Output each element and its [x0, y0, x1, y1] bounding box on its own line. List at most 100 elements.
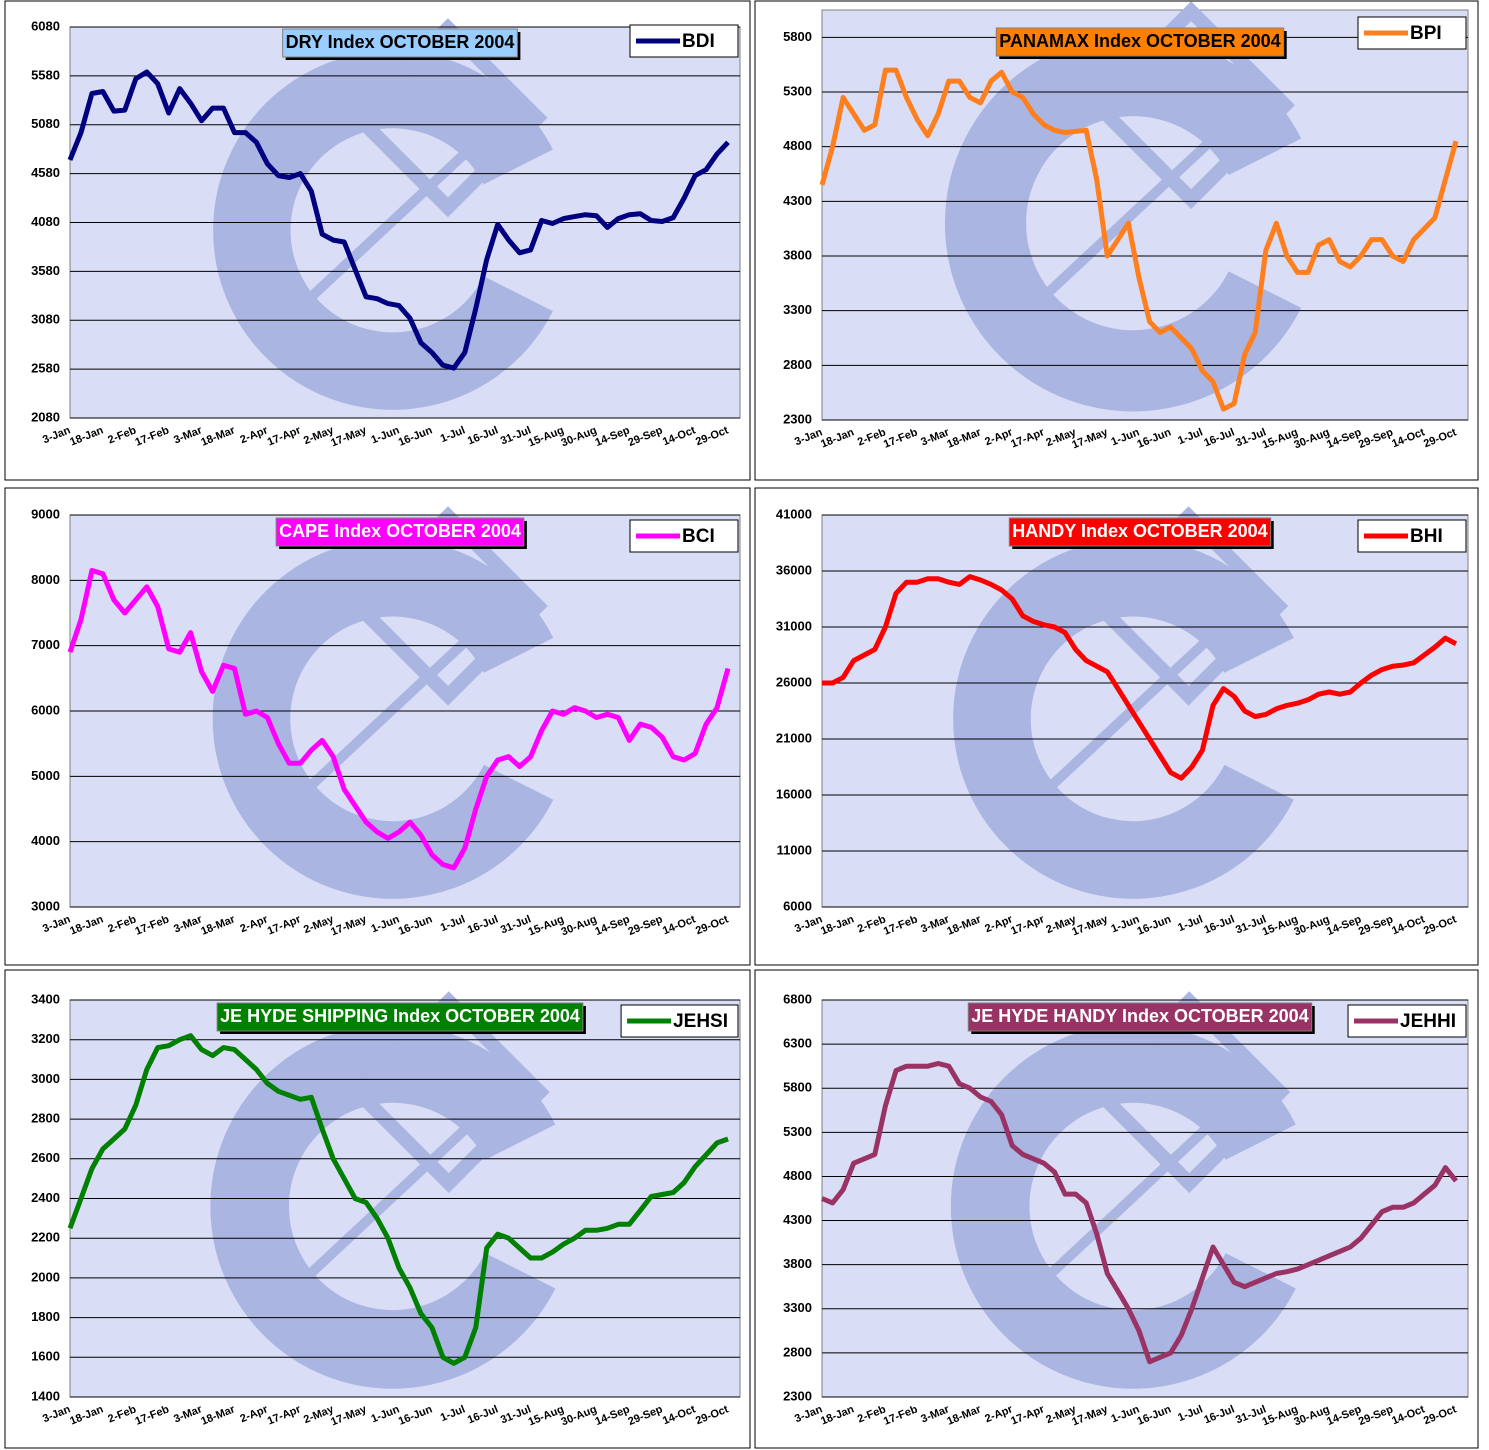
legend-label: JEHSI: [673, 1011, 728, 1032]
y-tick-label: 4080: [31, 214, 60, 229]
y-tick-label: 2300: [783, 1388, 812, 1403]
y-tick-label: 2400: [31, 1190, 60, 1205]
y-tick-label: 11000: [777, 842, 812, 857]
y-tick-label: 2800: [31, 1111, 60, 1126]
watermark: [1088, 506, 1289, 706]
y-tick-label: 26000: [776, 674, 812, 689]
chart-title: HANDY Index OCTOBER 2004: [1012, 521, 1267, 541]
y-tick-label: 5000: [31, 768, 60, 783]
y-tick-label: 3000: [31, 898, 60, 913]
y-tick-label: 1600: [31, 1349, 60, 1364]
y-tick-label: 4300: [783, 193, 812, 208]
chart: 6000110001600021000260003100036000410003…: [754, 487, 1479, 966]
watermark: [348, 506, 548, 706]
title-box: [275, 517, 525, 547]
y-tick-label: 41000: [776, 506, 812, 521]
watermark: [210, 1024, 556, 1389]
y-tick-label: 3580: [31, 263, 60, 278]
chart-title: JE HYDE SHIPPING Index OCTOBER 2004: [220, 1006, 580, 1026]
y-tick-label: 4000: [31, 833, 60, 848]
legend-label: BDI: [682, 31, 715, 52]
watermark: [302, 1074, 524, 1282]
title-box: [995, 27, 1285, 57]
y-tick-label: 2300: [783, 411, 812, 426]
y-tick-label: 5080: [31, 116, 60, 131]
series-line: [821, 1061, 1458, 1365]
y-tick-label: 5800: [783, 1080, 812, 1095]
y-tick-label: 6800: [783, 991, 812, 1006]
title-box: [216, 1002, 584, 1032]
chart-title: DRY Index OCTOBER 2004: [286, 32, 515, 52]
watermark: [1040, 86, 1269, 301]
chart-title: JE HYDE HANDY Index OCTOBER 2004: [971, 1006, 1308, 1026]
y-tick-label: 3300: [783, 1300, 812, 1315]
title-box: [967, 1002, 1313, 1032]
watermark: [348, 18, 548, 218]
y-tick-label: 2580: [31, 361, 60, 376]
y-tick-label: 21000: [776, 730, 812, 745]
watermark: [944, 35, 1302, 412]
y-tick-label: 2800: [783, 357, 812, 372]
series-line: [67, 69, 730, 371]
y-tick-label: 6300: [783, 1036, 812, 1051]
y-tick-label: 7000: [31, 637, 60, 652]
watermark: [347, 991, 550, 1193]
y-tick-label: 4800: [783, 1168, 812, 1183]
chart-title: PANAMAX Index OCTOBER 2004: [999, 31, 1280, 51]
chart: 2300 2800 3300 3800 4300 4800 5300 5800 6300 6800…: [754, 969, 1479, 1449]
y-tick-label: 4580: [31, 165, 60, 180]
legend-label: JEHHI: [1400, 1011, 1456, 1032]
y-tick-label: 8000: [31, 572, 60, 587]
watermark: [212, 538, 554, 899]
y-tick-label: 5800: [783, 29, 812, 44]
series-line: [67, 568, 731, 871]
y-tick-label: 2600: [31, 1150, 60, 1165]
y-tick-label: 1800: [31, 1309, 60, 1324]
y-tick-label: 2080: [31, 409, 60, 424]
y-tick-label: 5580: [31, 67, 60, 82]
y-tick-label: 16000: [776, 786, 812, 801]
y-tick-label: 3800: [783, 247, 812, 262]
watermark: [953, 538, 1294, 899]
y-tick-label: 3200: [31, 1031, 60, 1046]
chart: 230028003300380043004800530058003-Jan18-…: [754, 0, 1479, 481]
y-tick-label: 3800: [783, 1256, 812, 1271]
y-tick-label: 1400: [31, 1388, 60, 1403]
y-tick-label: 36000: [776, 562, 812, 577]
y-tick-label: 2200: [31, 1230, 60, 1245]
watermark: [303, 588, 523, 794]
y-tick-label: 5300: [783, 83, 812, 98]
watermark: [213, 50, 553, 410]
chart: 1400 1600 1800 2000 2200 2400 2600 2800 3000 3200…: [4, 969, 751, 1449]
y-tick-label: 2800: [783, 1344, 812, 1359]
y-tick-label: 3000: [31, 1071, 60, 1086]
watermark: [303, 99, 522, 305]
legend-label: BHI: [1410, 526, 1443, 547]
y-tick-label: 3400: [31, 991, 60, 1006]
title-box: [1008, 517, 1272, 547]
y-tick-label: 2000: [31, 1269, 60, 1284]
y-tick-label: 6080: [31, 18, 60, 33]
series-line: [822, 574, 1458, 781]
y-tick-label: 4300: [783, 1212, 812, 1227]
series-line: [819, 67, 1459, 412]
y-tick-label: 3080: [31, 312, 60, 327]
watermark: [950, 1024, 1296, 1389]
y-tick-label: 4800: [783, 138, 812, 153]
y-tick-label: 31000: [776, 618, 812, 633]
y-tick-label: 6000: [31, 702, 60, 717]
y-tick-label: 5300: [783, 1124, 812, 1139]
legend-label: BCI: [682, 526, 715, 547]
watermark: [1043, 588, 1263, 794]
y-tick-label: 6000: [783, 898, 812, 913]
chart-title: CAPE Index OCTOBER 2004: [279, 521, 521, 541]
title-box: [282, 28, 518, 58]
y-tick-label: 9000: [31, 506, 60, 521]
watermark: [1088, 991, 1291, 1193]
chart: 2080258030803580408045805080558060803-Ja…: [4, 0, 751, 481]
y-tick-label: 3300: [783, 302, 812, 317]
series-line: [67, 1033, 729, 1366]
legend-label: BPI: [1410, 23, 1442, 44]
